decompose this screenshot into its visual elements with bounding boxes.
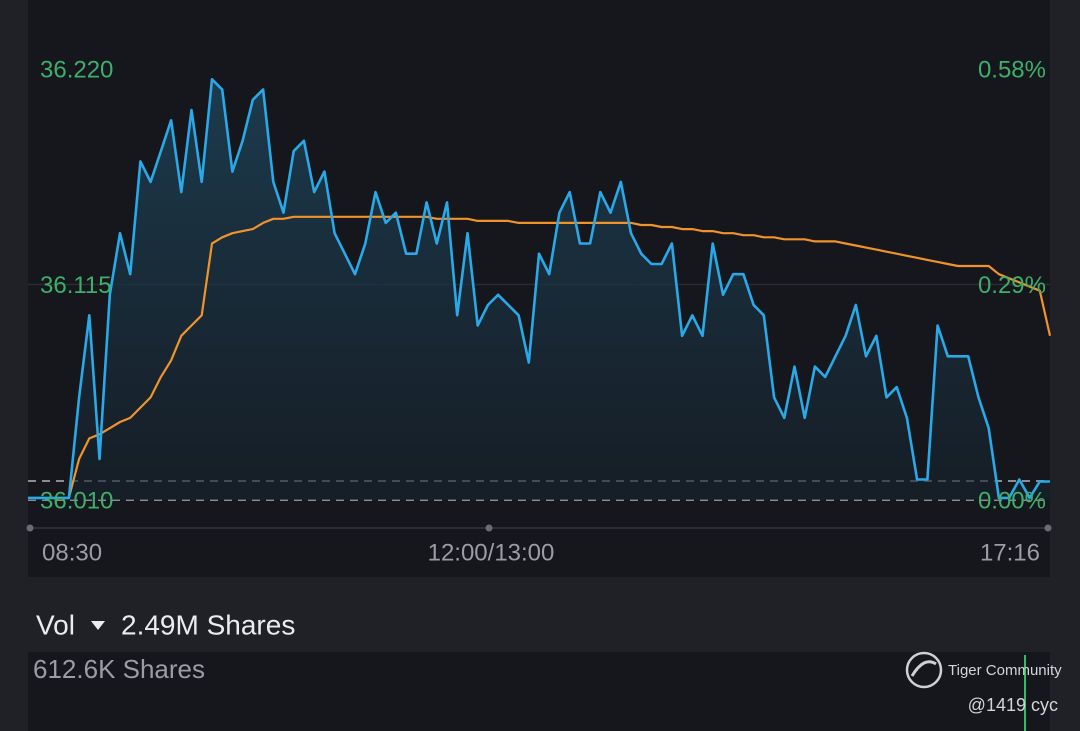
axis-dot	[26, 524, 34, 532]
y2-tick-label: 0.58%	[978, 56, 1046, 83]
x-tick-label: 08:30	[42, 539, 102, 566]
price-line	[28, 78, 1050, 500]
logo-mark	[910, 660, 937, 677]
y2-tick-label: 0.00%	[978, 487, 1046, 514]
y-tick-label: 36.220	[40, 56, 113, 83]
axis-dot	[485, 524, 493, 532]
logo	[905, 651, 943, 689]
watermark-brand: Tiger Community	[948, 662, 1062, 679]
labels: 36.010 36.115 36.220 0.00% 0.29% 0.58% 08:30 12…	[40, 56, 1046, 566]
x-tick-label: 12:00/13:00	[428, 539, 555, 566]
x-tick-label: 17:16	[980, 539, 1040, 566]
dropdown-icon[interactable]	[91, 621, 105, 630]
average-line	[67, 215, 1052, 499]
y-tick-label: 36.115	[40, 272, 112, 299]
price-area	[28, 79, 1050, 501]
axis-dot	[1044, 524, 1052, 532]
volume-panel	[28, 652, 1050, 731]
y2-tick-label: 0.29%	[978, 272, 1046, 299]
volume-current: 612.6K Shares	[33, 654, 205, 684]
plot	[28, 78, 1052, 501]
volume-total: 2.49M Shares	[121, 609, 295, 640]
volume-label[interactable]: Vol	[36, 609, 75, 640]
y-tick-label: 36.010	[40, 487, 113, 514]
watermark-user: @1419 cyc	[968, 695, 1058, 715]
